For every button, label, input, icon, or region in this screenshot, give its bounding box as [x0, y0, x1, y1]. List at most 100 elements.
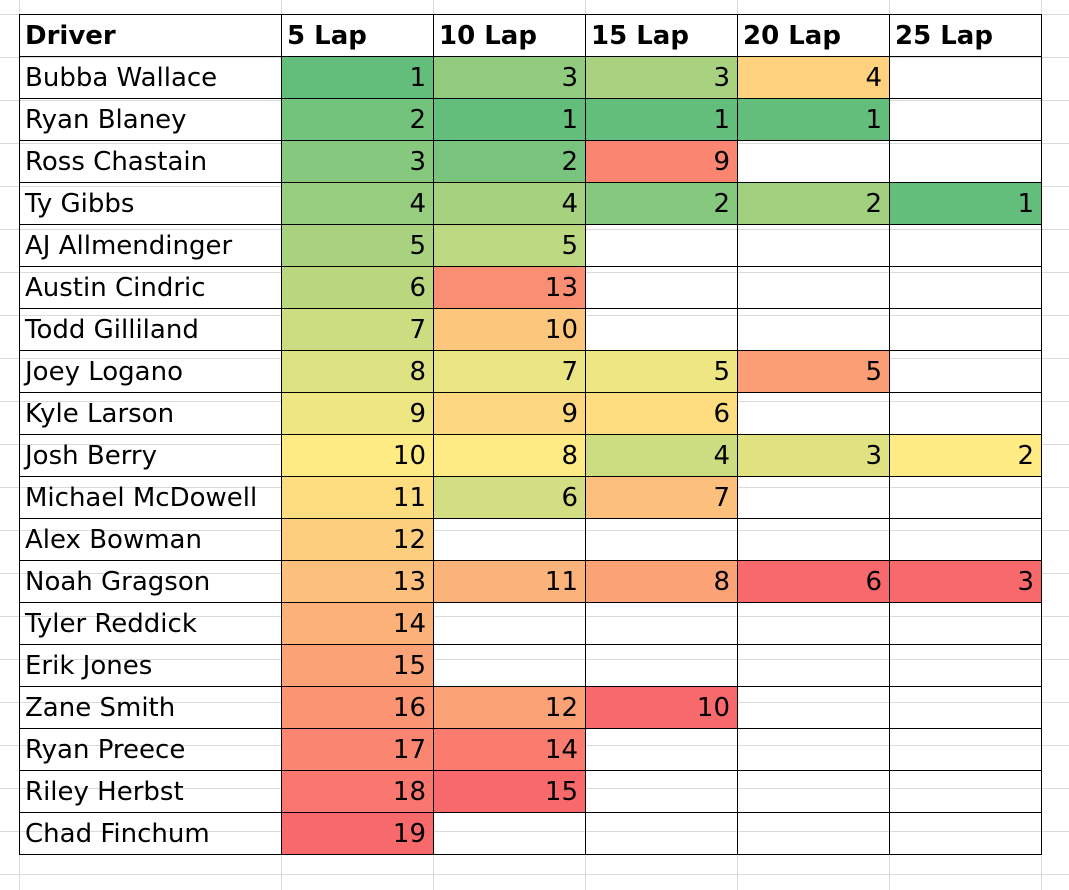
- rank-cell[interactable]: [737, 392, 890, 435]
- rank-cell[interactable]: 5: [281, 224, 434, 267]
- rank-cell[interactable]: [889, 308, 1042, 351]
- driver-name-cell[interactable]: Josh Berry: [19, 434, 282, 477]
- rank-cell[interactable]: 17: [281, 728, 434, 771]
- rank-cell[interactable]: 6: [281, 266, 434, 309]
- rank-cell[interactable]: 4: [737, 56, 890, 99]
- rank-cell[interactable]: [889, 350, 1042, 393]
- rank-cell[interactable]: [737, 518, 890, 561]
- rank-cell[interactable]: [889, 770, 1042, 813]
- rank-cell[interactable]: [889, 266, 1042, 309]
- rank-cell[interactable]: 2: [889, 434, 1042, 477]
- rank-cell[interactable]: 5: [433, 224, 586, 267]
- rank-cell[interactable]: [585, 644, 738, 687]
- rank-cell[interactable]: [585, 770, 738, 813]
- rank-cell[interactable]: [585, 266, 738, 309]
- header-cell[interactable]: 5 Lap: [281, 14, 434, 57]
- rank-cell[interactable]: [433, 812, 586, 855]
- rank-cell[interactable]: [737, 476, 890, 519]
- rank-cell[interactable]: [737, 602, 890, 645]
- rank-cell[interactable]: 7: [433, 350, 586, 393]
- rank-cell[interactable]: [585, 518, 738, 561]
- driver-name-cell[interactable]: Alex Bowman: [19, 518, 282, 561]
- rank-cell[interactable]: 7: [281, 308, 434, 351]
- rank-cell[interactable]: [433, 602, 586, 645]
- rank-cell[interactable]: 6: [585, 392, 738, 435]
- rank-cell[interactable]: [889, 56, 1042, 99]
- rank-cell[interactable]: [737, 770, 890, 813]
- rank-cell[interactable]: [585, 224, 738, 267]
- rank-cell[interactable]: 4: [433, 182, 586, 225]
- driver-name-cell[interactable]: Ryan Preece: [19, 728, 282, 771]
- rank-cell[interactable]: [889, 140, 1042, 183]
- rank-cell[interactable]: [737, 266, 890, 309]
- driver-name-cell[interactable]: Zane Smith: [19, 686, 282, 729]
- driver-name-cell[interactable]: Bubba Wallace: [19, 56, 282, 99]
- rank-cell[interactable]: 9: [433, 392, 586, 435]
- rank-cell[interactable]: 14: [433, 728, 586, 771]
- rank-cell[interactable]: 8: [281, 350, 434, 393]
- driver-name-cell[interactable]: Chad Finchum: [19, 812, 282, 855]
- driver-name-cell[interactable]: Ryan Blaney: [19, 98, 282, 141]
- driver-name-cell[interactable]: Joey Logano: [19, 350, 282, 393]
- rank-cell[interactable]: 13: [281, 560, 434, 603]
- rank-cell[interactable]: [737, 728, 890, 771]
- rank-cell[interactable]: 8: [433, 434, 586, 477]
- rank-cell[interactable]: 11: [433, 560, 586, 603]
- rank-cell[interactable]: 12: [433, 686, 586, 729]
- rank-cell[interactable]: 7: [585, 476, 738, 519]
- rank-cell[interactable]: [737, 140, 890, 183]
- rank-cell[interactable]: [889, 812, 1042, 855]
- rank-cell[interactable]: 5: [737, 350, 890, 393]
- rank-cell[interactable]: 19: [281, 812, 434, 855]
- rank-cell[interactable]: 2: [433, 140, 586, 183]
- rank-cell[interactable]: 3: [433, 56, 586, 99]
- driver-name-cell[interactable]: Ty Gibbs: [19, 182, 282, 225]
- driver-name-cell[interactable]: Kyle Larson: [19, 392, 282, 435]
- driver-name-cell[interactable]: Austin Cindric: [19, 266, 282, 309]
- rank-cell[interactable]: 2: [585, 182, 738, 225]
- rank-cell[interactable]: 2: [737, 182, 890, 225]
- header-cell[interactable]: 15 Lap: [585, 14, 738, 57]
- driver-name-cell[interactable]: Todd Gilliland: [19, 308, 282, 351]
- rank-cell[interactable]: 1: [889, 182, 1042, 225]
- header-cell[interactable]: 25 Lap: [889, 14, 1042, 57]
- rank-cell[interactable]: [585, 728, 738, 771]
- rank-cell[interactable]: [737, 812, 890, 855]
- rank-cell[interactable]: 15: [433, 770, 586, 813]
- driver-name-cell[interactable]: Erik Jones: [19, 644, 282, 687]
- rank-cell[interactable]: 3: [585, 56, 738, 99]
- rank-cell[interactable]: [737, 644, 890, 687]
- rank-cell[interactable]: [585, 812, 738, 855]
- rank-cell[interactable]: 6: [433, 476, 586, 519]
- rank-cell[interactable]: [889, 518, 1042, 561]
- rank-cell[interactable]: [889, 686, 1042, 729]
- rank-cell[interactable]: 5: [585, 350, 738, 393]
- header-cell[interactable]: Driver: [19, 14, 282, 57]
- driver-name-cell[interactable]: Michael McDowell: [19, 476, 282, 519]
- driver-name-cell[interactable]: Ross Chastain: [19, 140, 282, 183]
- rank-cell[interactable]: 3: [737, 434, 890, 477]
- rank-cell[interactable]: [585, 602, 738, 645]
- rank-cell[interactable]: 1: [281, 56, 434, 99]
- rank-cell[interactable]: [889, 602, 1042, 645]
- rank-cell[interactable]: 2: [281, 98, 434, 141]
- rank-cell[interactable]: 18: [281, 770, 434, 813]
- rank-cell[interactable]: [889, 476, 1042, 519]
- rank-cell[interactable]: 9: [281, 392, 434, 435]
- rank-cell[interactable]: [433, 644, 586, 687]
- rank-cell[interactable]: 10: [585, 686, 738, 729]
- header-cell[interactable]: 10 Lap: [433, 14, 586, 57]
- rank-cell[interactable]: 10: [433, 308, 586, 351]
- rank-cell[interactable]: 4: [585, 434, 738, 477]
- rank-cell[interactable]: 8: [585, 560, 738, 603]
- rank-cell[interactable]: 11: [281, 476, 434, 519]
- rank-cell[interactable]: 4: [281, 182, 434, 225]
- rank-cell[interactable]: 16: [281, 686, 434, 729]
- rank-cell[interactable]: 12: [281, 518, 434, 561]
- rank-cell[interactable]: 10: [281, 434, 434, 477]
- rank-cell[interactable]: 6: [737, 560, 890, 603]
- rank-cell[interactable]: [433, 518, 586, 561]
- driver-name-cell[interactable]: Riley Herbst: [19, 770, 282, 813]
- rank-cell[interactable]: [737, 224, 890, 267]
- rank-cell[interactable]: 1: [585, 98, 738, 141]
